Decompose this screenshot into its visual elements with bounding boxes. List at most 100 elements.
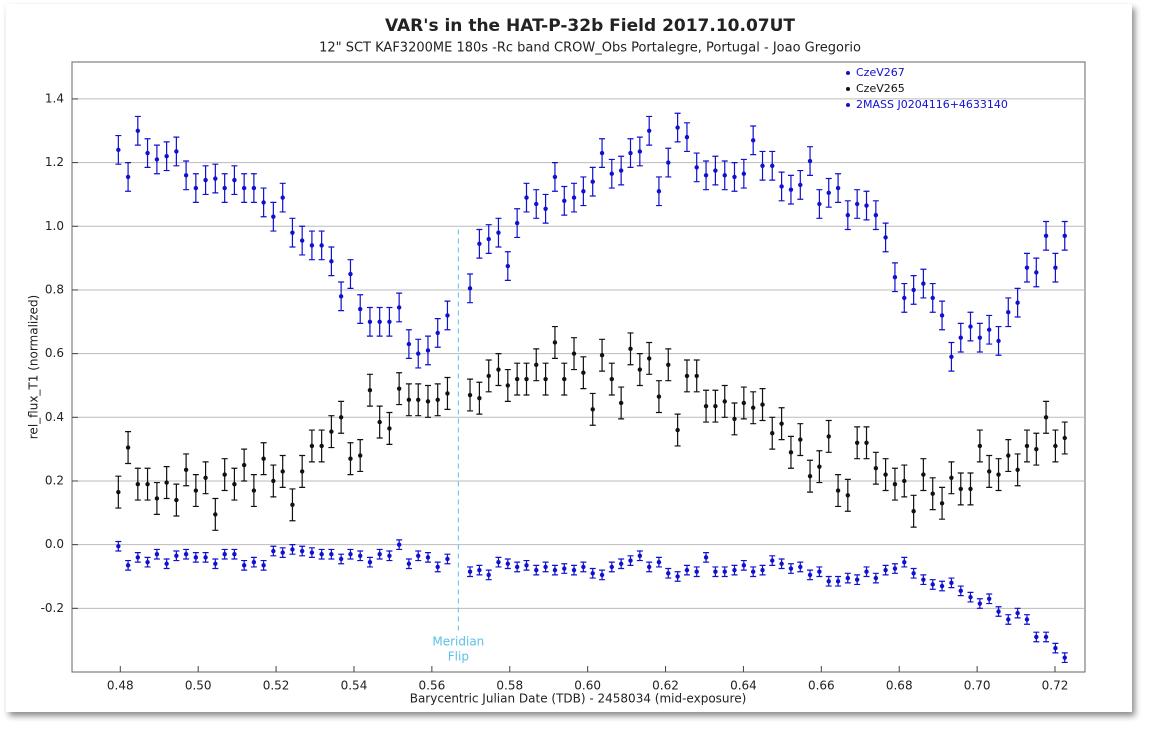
legend-label: CzeV267 [856, 66, 905, 79]
data-point [798, 564, 803, 570]
data-point [684, 373, 690, 379]
data-point [939, 313, 945, 318]
data-point [750, 569, 756, 574]
data-point [646, 356, 652, 361]
data-point [213, 512, 218, 517]
data-point [552, 174, 558, 180]
data-point [817, 464, 822, 469]
data-point [675, 125, 680, 130]
data-point [1043, 233, 1049, 239]
y-tick-label: 1.4 [45, 91, 64, 105]
data-point [477, 567, 482, 573]
data-point [271, 478, 276, 484]
data-point [251, 185, 257, 191]
data-point [581, 564, 586, 570]
data-point [760, 163, 765, 168]
data-point [826, 579, 831, 584]
data-point [694, 165, 699, 170]
data-point [213, 561, 218, 566]
data-point [571, 567, 577, 573]
data-point [1015, 467, 1020, 473]
data-point [290, 547, 295, 552]
data-point [164, 480, 169, 485]
x-tick-label: 0.48 [107, 679, 134, 693]
y-tick-label: 1.0 [45, 219, 64, 233]
data-point [299, 548, 305, 554]
data-point [892, 481, 898, 487]
data-point [1053, 645, 1058, 651]
data-point [125, 563, 131, 568]
data-point [949, 475, 954, 480]
data-point [496, 367, 501, 372]
x-tick-label: 0.56 [419, 679, 446, 693]
data-point [396, 305, 402, 310]
data-point [817, 201, 822, 207]
data-point [703, 173, 709, 178]
data-point [396, 386, 402, 391]
data-point [183, 552, 189, 557]
data-point [760, 567, 765, 573]
data-point [788, 187, 794, 192]
data-point [514, 564, 520, 570]
data-point [145, 481, 150, 487]
data-point [590, 179, 595, 184]
data-point [222, 552, 227, 557]
data-point [571, 195, 577, 200]
data-point [986, 469, 992, 474]
data-point [694, 373, 699, 379]
data-point [552, 340, 558, 345]
data-point [280, 469, 285, 474]
data-point [377, 319, 382, 324]
data-point [845, 212, 851, 218]
data-point [883, 472, 888, 477]
data-point [425, 399, 431, 404]
data-point [873, 466, 879, 471]
data-point [367, 319, 373, 324]
data-point [486, 236, 491, 242]
data-point [864, 203, 869, 208]
data-point [637, 149, 643, 154]
data-point [864, 440, 869, 445]
window [6, 4, 1132, 712]
data-point [694, 569, 699, 574]
x-tick-label: 0.64 [730, 679, 757, 693]
data-point [750, 138, 756, 143]
data-point [1043, 415, 1049, 420]
data-point [883, 567, 888, 573]
data-point [930, 582, 935, 587]
chart-title: VAR's in the HAT-P-32b Field 2017.10.07U… [385, 16, 795, 36]
data-point [467, 286, 473, 291]
data-point [174, 497, 179, 503]
x-tick-label: 0.68 [886, 679, 913, 693]
data-point [387, 319, 392, 324]
data-point [835, 185, 841, 191]
data-point [309, 243, 315, 248]
data-point [741, 400, 747, 406]
data-point [193, 488, 199, 493]
data-point [309, 443, 315, 449]
data-point [534, 362, 539, 367]
data-point [203, 475, 208, 480]
data-point [732, 567, 737, 573]
data-point [1024, 617, 1030, 622]
data-point [1024, 443, 1030, 449]
data-point [329, 259, 334, 264]
data-point [183, 173, 189, 178]
data-point [666, 160, 671, 165]
data-point [854, 201, 860, 207]
data-point [986, 327, 992, 332]
data-point [261, 200, 266, 205]
data-point [1062, 233, 1067, 239]
data-point [703, 555, 709, 560]
data-point [505, 263, 511, 269]
y-tick-label: 0.4 [45, 410, 64, 424]
data-point [958, 588, 963, 594]
data-point [599, 572, 605, 578]
data-point [309, 550, 315, 555]
data-point [1034, 634, 1039, 640]
data-point [154, 157, 160, 162]
data-point [505, 383, 511, 388]
data-point [571, 351, 577, 356]
data-point [873, 212, 879, 218]
data-point [406, 561, 412, 566]
